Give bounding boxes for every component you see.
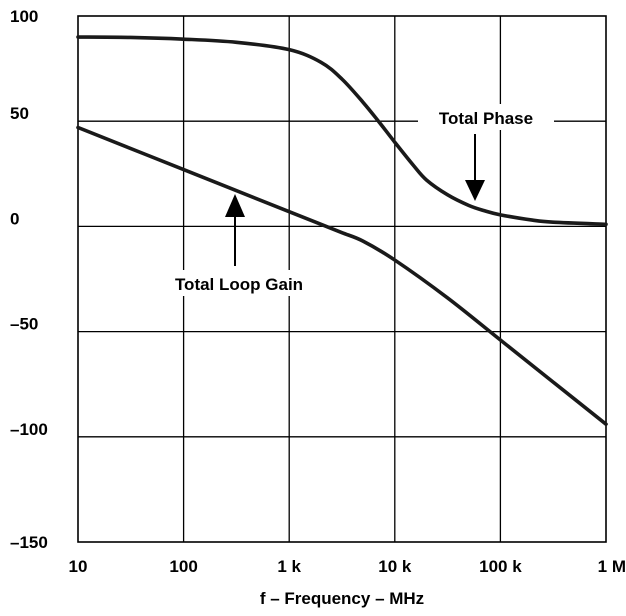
x-tick-label: 100 bbox=[169, 557, 197, 576]
total-loop-gain-label-bg bbox=[155, 270, 323, 296]
x-tick-label: 10 bbox=[69, 557, 88, 576]
y-tick-label: –50 bbox=[10, 315, 38, 334]
tick-labels: 10 100 1 k 10 k 100 k 1 M 100 50 0 –50 –100 –150 bbox=[10, 7, 626, 576]
y-tick-label: –150 bbox=[10, 533, 48, 552]
grid bbox=[78, 16, 606, 542]
y-tick-label: 0 bbox=[10, 209, 19, 228]
x-tick-label: 1 M bbox=[598, 557, 626, 576]
total-loop-gain-arrow-head bbox=[225, 194, 245, 217]
total-phase-annotation: Total Phase bbox=[418, 104, 554, 201]
total-loop-gain-label: Total Loop Gain bbox=[175, 275, 303, 294]
y-tick-label: 50 bbox=[10, 104, 29, 123]
series-total-phase-line bbox=[76, 35, 608, 227]
x-axis-title: f – Frequency – MHz bbox=[260, 589, 424, 608]
x-tick-label: 100 k bbox=[479, 557, 522, 576]
total-phase-label-bg bbox=[418, 104, 554, 130]
curves bbox=[76, 35, 608, 426]
series-total-loop-gain-line bbox=[76, 125, 608, 426]
y-tick-label: –100 bbox=[10, 420, 48, 439]
x-tick-label: 10 k bbox=[378, 557, 412, 576]
total-loop-gain-annotation: Total Loop Gain bbox=[155, 194, 323, 296]
y-tick-label: 100 bbox=[10, 7, 38, 26]
total-phase-arrow-head bbox=[465, 180, 485, 201]
plot-frame bbox=[77, 15, 607, 543]
x-tick-label: 1 k bbox=[277, 557, 301, 576]
total-phase-label: Total Phase bbox=[439, 109, 533, 128]
